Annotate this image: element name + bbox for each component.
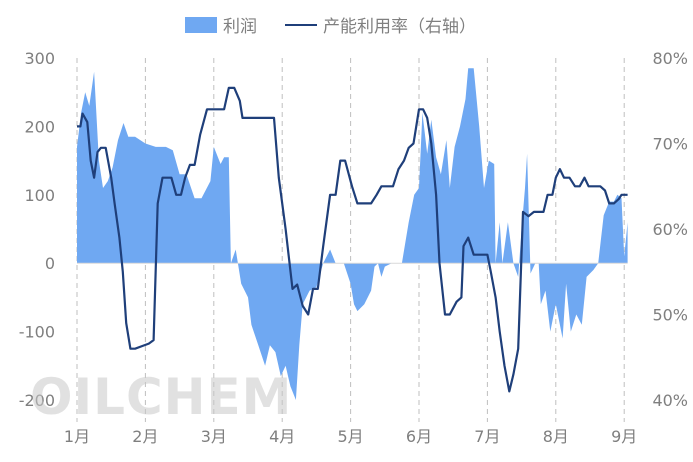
- y-left-tick-label: 300: [24, 49, 55, 68]
- x-tick-label: 4月: [269, 427, 295, 446]
- watermark-logo: OILCHEM: [30, 368, 293, 426]
- y-right-tick-label: 50%: [652, 306, 688, 325]
- legend-label-profit: 利润: [223, 17, 257, 37]
- legend-swatch-line: [285, 23, 317, 26]
- series-line-utilization: [77, 86, 628, 393]
- y-right-tick-label: 60%: [652, 220, 688, 239]
- y-left-tick-label: -100: [19, 323, 55, 342]
- y-right-tick-label: 80%: [652, 49, 688, 68]
- legend-swatch-area: [185, 16, 217, 33]
- x-tick-label: 1月: [64, 427, 90, 446]
- legend-label-utilization: 产能利用率（右轴）: [323, 17, 476, 37]
- y-right-tick-label: 40%: [652, 391, 688, 410]
- y-left-tick-label: 0: [45, 254, 55, 273]
- x-tick-label: 5月: [338, 427, 364, 446]
- x-tick-label: 8月: [543, 427, 569, 446]
- chart-legend: 利润 产能利用率（右轴）: [185, 12, 504, 37]
- series-area-profit: [77, 68, 628, 401]
- y-left-tick-label: 100: [24, 186, 55, 205]
- legend-item-profit: 利润: [185, 12, 257, 37]
- y-left-tick-label: 200: [24, 117, 55, 136]
- x-tick-label: 7月: [474, 427, 500, 446]
- y-right-tick-label: 70%: [652, 135, 688, 154]
- y-left-tick-label: -200: [19, 391, 55, 410]
- x-tick-label: 3月: [201, 427, 227, 446]
- x-tick-label: 2月: [132, 427, 158, 446]
- x-tick-label: 6月: [406, 427, 432, 446]
- legend-item-utilization: 产能利用率（右轴）: [285, 12, 476, 37]
- x-tick-label: 9月: [611, 427, 637, 446]
